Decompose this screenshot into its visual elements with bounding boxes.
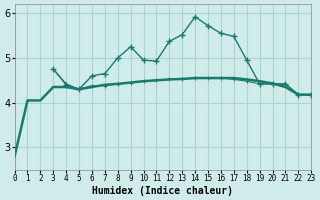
X-axis label: Humidex (Indice chaleur): Humidex (Indice chaleur)	[92, 186, 233, 196]
